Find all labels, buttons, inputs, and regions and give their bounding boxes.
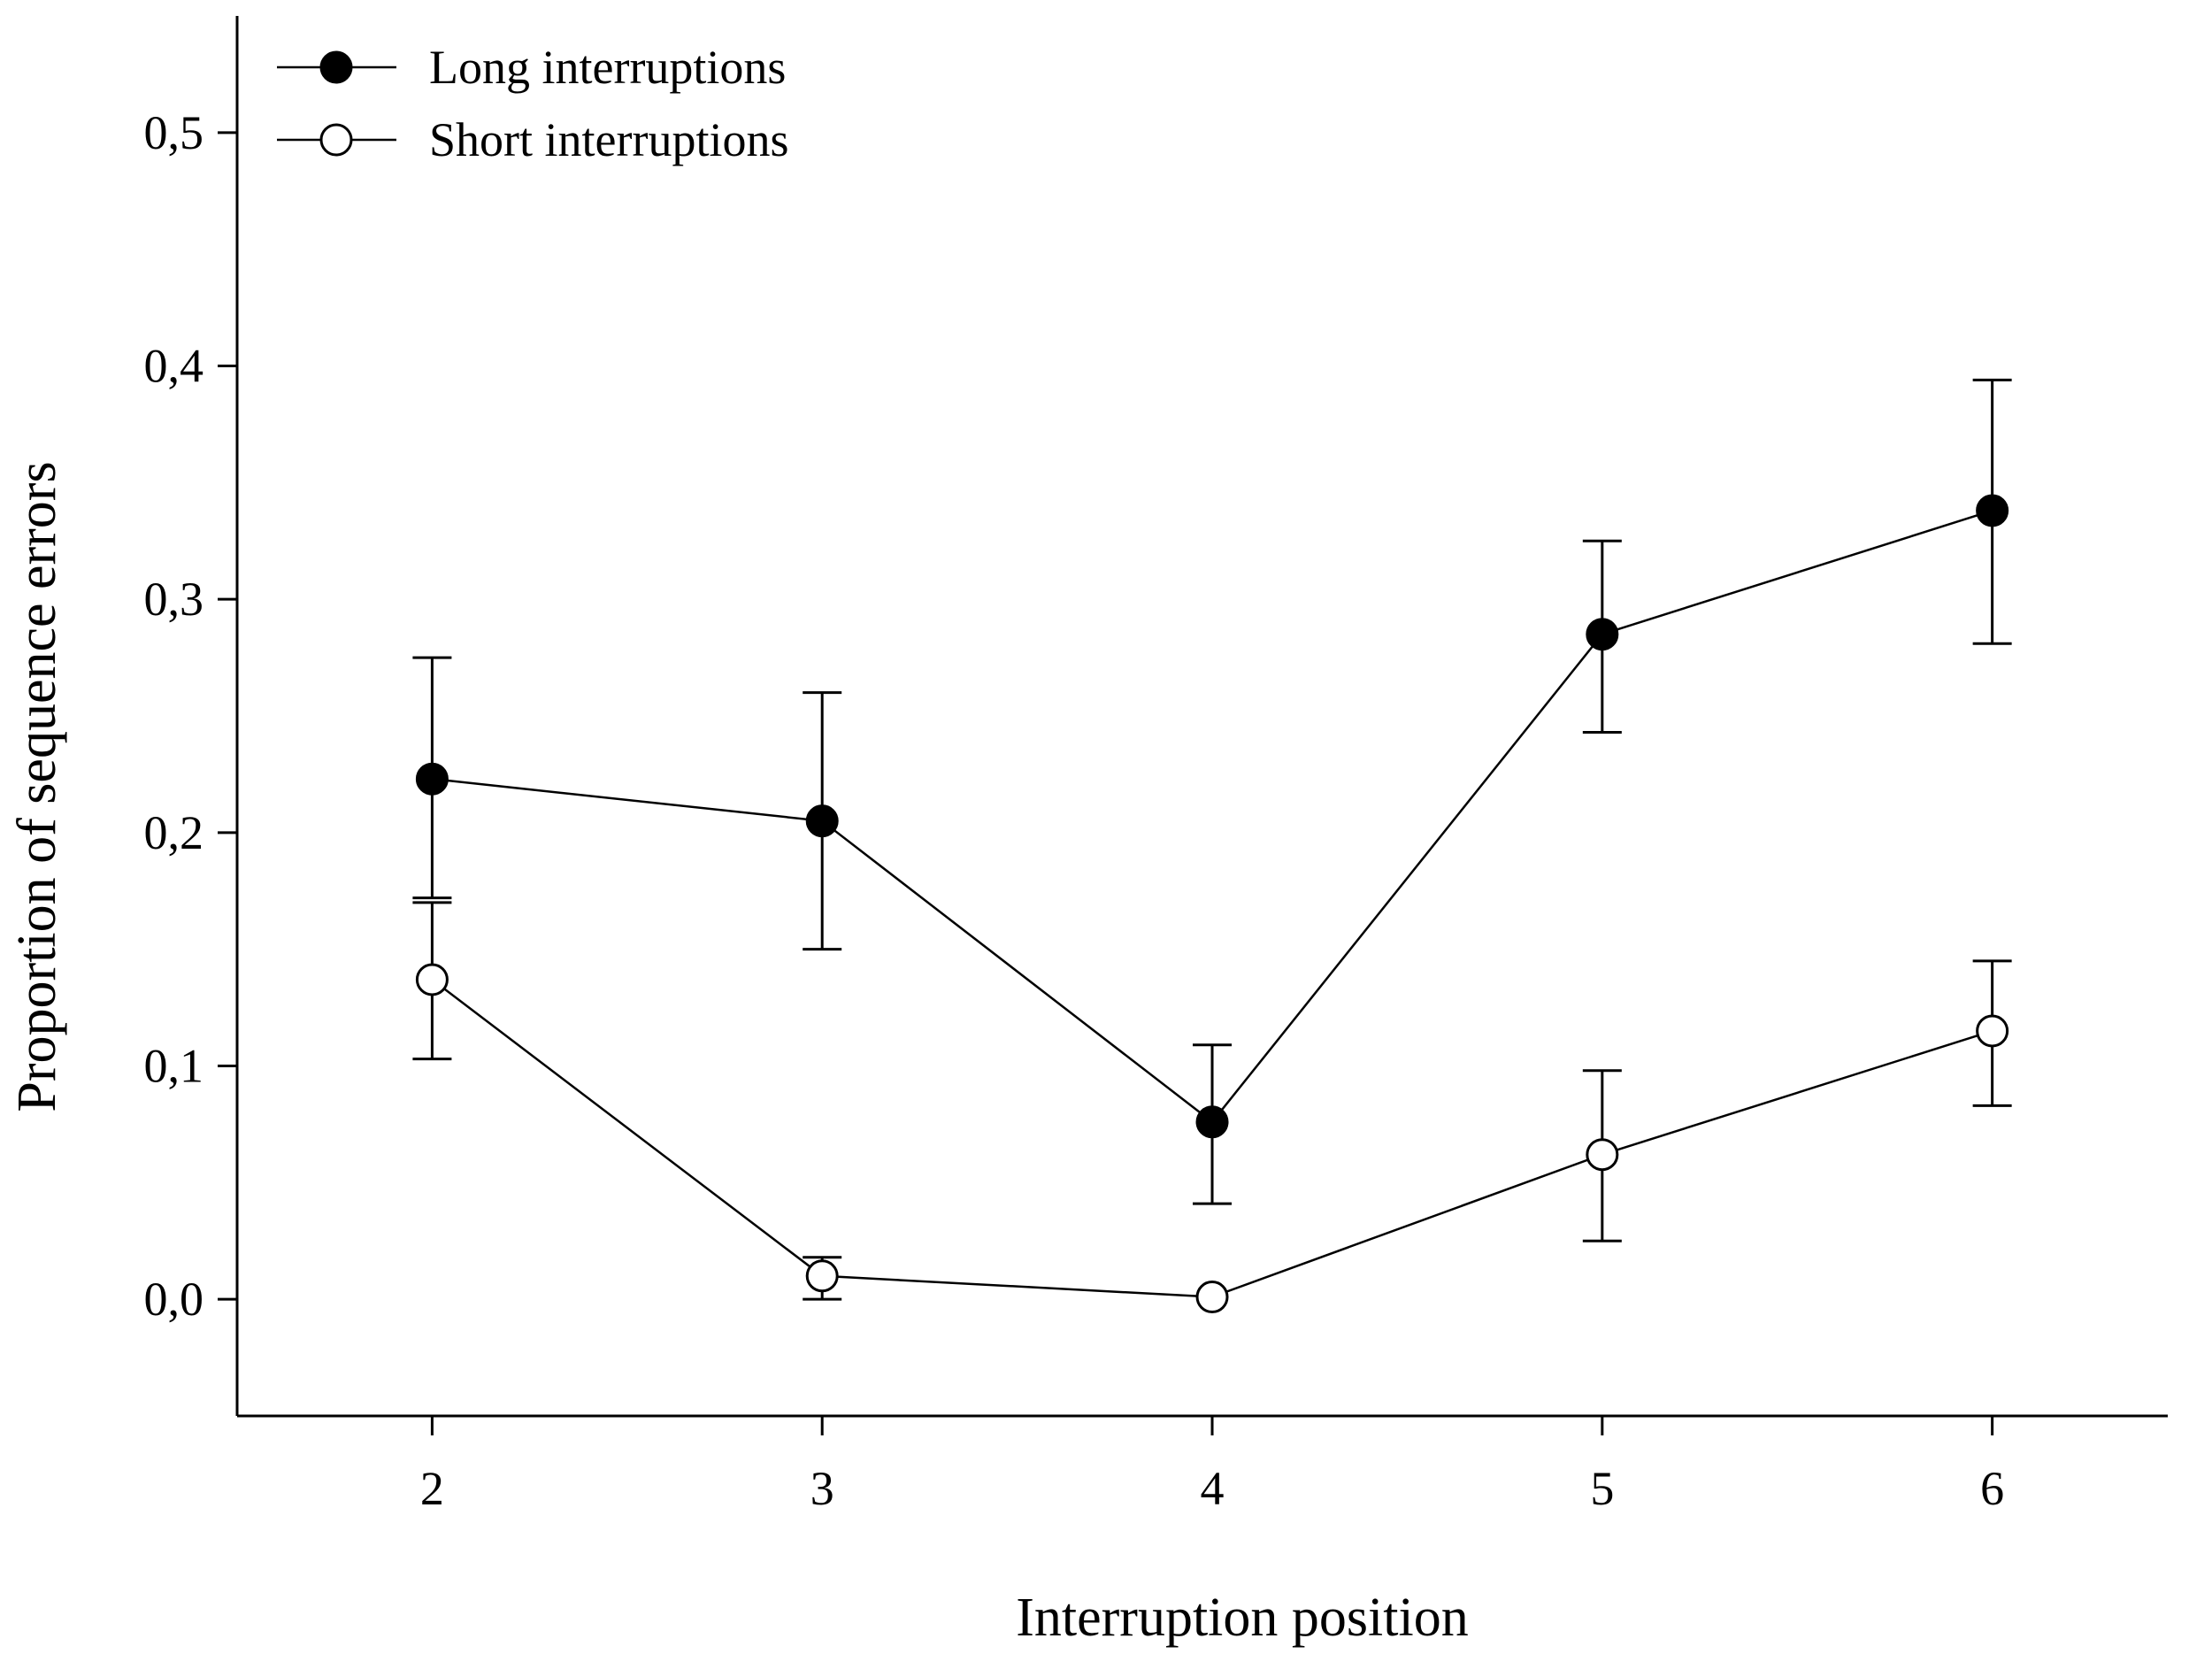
data-point (1976, 494, 2009, 527)
legend-marker (319, 123, 353, 157)
data-point (1586, 1138, 1619, 1172)
data-point (805, 804, 839, 838)
x-tick-label: 6 (1980, 1462, 2004, 1515)
legend-marker (319, 50, 353, 84)
y-tick-label: 0,1 (144, 1040, 204, 1093)
y-tick-label: 0,5 (144, 106, 204, 159)
y-axis-title: Proportion of sequence errors (7, 461, 67, 1112)
x-tick-label: 4 (1201, 1462, 1225, 1515)
y-tick-label: 0,2 (144, 806, 204, 859)
data-point (1195, 1281, 1229, 1314)
data-point (805, 1259, 839, 1293)
series-layer (412, 378, 2012, 1314)
data-point (415, 963, 449, 996)
legend-entry: Long interruptions (277, 41, 786, 94)
y-tick-label: 0,0 (144, 1273, 204, 1326)
axes (235, 16, 2168, 1418)
data-point (1976, 1014, 2009, 1048)
x-tick-label: 5 (1590, 1462, 1614, 1515)
series-line (432, 509, 1993, 1124)
y-tick-label: 0,4 (144, 340, 204, 393)
x-tick-label: 2 (420, 1462, 444, 1515)
x-axis-title: Interruption position (1016, 1588, 1468, 1648)
data-point (1586, 618, 1619, 651)
series-short (412, 901, 2012, 1314)
legend-label: Short interruptions (429, 113, 788, 166)
y-tick-label: 0,3 (144, 573, 204, 626)
x-ticks: 2 3 4 5 6 (420, 1416, 2004, 1515)
data-point (1195, 1105, 1229, 1139)
data-point (415, 762, 449, 796)
legend: Long interruptions Short interruptions (277, 41, 788, 166)
y-ticks: 0,0 0,1 0,2 0,3 0,4 0,5 (144, 106, 237, 1326)
legend-entry: Short interruptions (277, 113, 788, 166)
x-tick-label: 3 (810, 1462, 834, 1515)
legend-label: Long interruptions (429, 41, 786, 94)
series-long (412, 378, 2012, 1205)
